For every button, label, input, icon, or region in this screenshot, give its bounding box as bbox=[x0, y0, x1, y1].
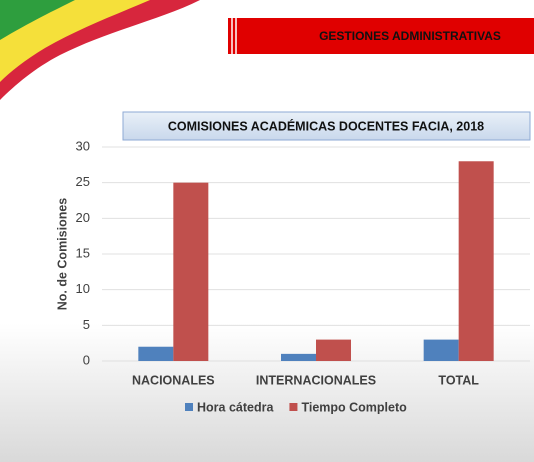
header-banner: GESTIONES ADMINISTRATIVAS bbox=[228, 18, 534, 54]
y-tick-label: 10 bbox=[76, 281, 90, 296]
legend-swatch bbox=[185, 403, 193, 411]
y-tick-label: 25 bbox=[76, 174, 90, 189]
header-title: GESTIONES ADMINISTRATIVAS bbox=[319, 29, 501, 43]
y-tick-label: 0 bbox=[83, 352, 90, 367]
title-box bbox=[122, 111, 531, 141]
flag-decoration bbox=[0, 0, 200, 100]
legend-label: Hora cátedra bbox=[197, 400, 274, 414]
bar bbox=[316, 339, 351, 361]
bar bbox=[173, 182, 209, 361]
legend-label: Tiempo Completo bbox=[301, 400, 407, 414]
legend-swatch bbox=[289, 403, 298, 411]
y-tick-label: 15 bbox=[76, 245, 90, 260]
bar bbox=[281, 353, 316, 361]
chart-title: COMISIONES ACADÉMICAS DOCENTES FACIA, 20… bbox=[168, 118, 484, 133]
x-tick-label: INTERNACIONALES bbox=[256, 373, 376, 387]
y-tick-label: 5 bbox=[83, 317, 90, 332]
x-tick-label: NACIONALES bbox=[132, 373, 215, 387]
bar bbox=[423, 339, 459, 361]
x-tick-label: TOTAL bbox=[438, 373, 479, 387]
y-tick-label: 20 bbox=[76, 210, 90, 225]
y-tick-label: 30 bbox=[76, 138, 90, 153]
bar bbox=[458, 161, 494, 361]
y-axis-label: No. de Comisiones bbox=[55, 198, 69, 311]
bar bbox=[138, 346, 174, 361]
